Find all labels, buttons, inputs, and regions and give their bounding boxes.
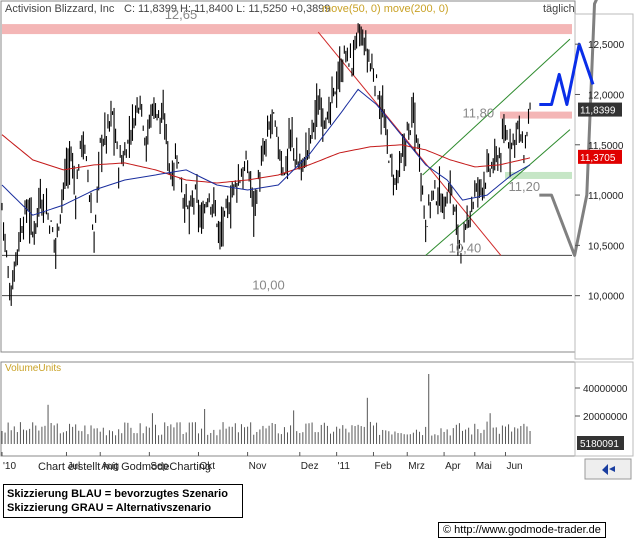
ma200-line: [1, 134, 531, 184]
source-url[interactable]: http://www.godmode-trader.de: [454, 524, 601, 536]
chart-title: Activision Blizzard, Inc: [5, 3, 115, 15]
level-label-10-00: 10,00: [252, 278, 285, 293]
x-tick-label: '11: [338, 461, 351, 472]
ma-value: 11,3705: [580, 153, 616, 164]
support-band-11-20: [505, 171, 572, 179]
level-label-11-80: 11,80: [463, 106, 495, 121]
preferred-scenario-path: [539, 42, 595, 106]
y-tick-label: 10,0000: [588, 292, 625, 303]
last-price-box: 11,8399: [578, 102, 622, 117]
y-tick-label: 12,0000: [588, 90, 625, 101]
y-tick-label: 12,5000: [588, 40, 625, 51]
x-tick-label: Jun: [506, 461, 522, 472]
level-label-10-40: 10,40: [449, 240, 482, 255]
uptrend-channel-upper: [422, 38, 571, 176]
level-label-12-65: 12,65: [165, 7, 198, 22]
x-tick-label: Aug: [101, 461, 119, 472]
volume-last-value: 5180091: [580, 439, 619, 450]
x-tick-label: Jul: [67, 461, 80, 472]
ma-value-box: 11,3705: [578, 149, 622, 164]
y-tick-label: 11,0000: [588, 191, 624, 202]
alternative-scenario-path: [539, 0, 598, 257]
level-label-11-20: 11,20: [509, 179, 541, 194]
volume-panel: [0, 361, 576, 457]
moving-average-labels: move(50, 0) move(200, 0): [322, 3, 449, 15]
x-tick-label: Feb: [374, 461, 392, 472]
y-tick-label: 11,5000: [588, 141, 624, 152]
x-tick-label: Mrz: [408, 461, 425, 472]
scenario-gray-note: Skizzierung GRAU = Alternativszenario: [7, 502, 212, 514]
volume-label: VolumeUnits: [5, 363, 61, 374]
ma-value-box-bg: [578, 149, 622, 164]
x-tick-label: '10: [3, 461, 16, 472]
chart-credit: Chart erstellt mit GodmodeCharting: [38, 461, 212, 473]
y-tick-label: 10,5000: [588, 241, 625, 252]
x-tick-label: Okt: [199, 461, 215, 472]
y-tick-label: 13,0000: [588, 0, 625, 1]
last-price-value: 11,8399: [580, 106, 616, 117]
x-tick-label: Dez: [301, 461, 319, 472]
period-label[interactable]: täglich: [543, 3, 575, 15]
ma50-line: [1, 88, 531, 216]
last-price-box-bg: [578, 102, 622, 117]
volume-y-tick-label: 20000000: [583, 412, 628, 423]
volume-y-tick-label: 40000000: [583, 384, 628, 395]
x-tick-label: Mai: [476, 461, 492, 472]
ohlc-readout: C: 11,8399 H: 11,8400 L: 11,5250 +0,3899: [124, 3, 330, 15]
volume-last-box: [577, 436, 624, 450]
price-axis-panel: [574, 13, 634, 360]
scenario-blue-note: Skizzierung BLAU = bevorzugtes Szenario: [7, 488, 228, 500]
scenario-legend: Skizzierung BLAU = bevorzugtes Szenario …: [3, 484, 243, 518]
resistance-band-12-65: [2, 24, 572, 35]
x-tick-label: Sep: [150, 461, 168, 472]
uptrend-channel-lower: [425, 129, 571, 256]
copyright-icon: ©: [443, 524, 452, 536]
arrow-tool-icon: [602, 464, 615, 475]
source-link[interactable]: © http://www.godmode-trader.de: [438, 522, 606, 538]
x-tick-label: Apr: [445, 461, 461, 472]
resistance-band-11-80: [500, 111, 572, 119]
x-tick-label: Nov: [249, 461, 267, 472]
